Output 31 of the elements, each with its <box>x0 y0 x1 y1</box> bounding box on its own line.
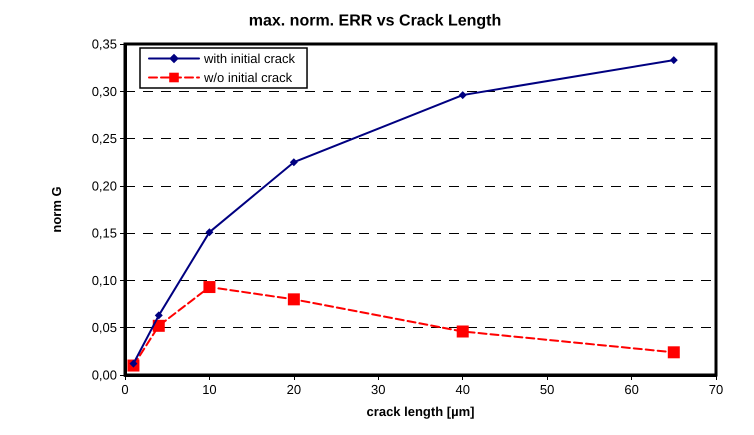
x-tick-label: 40 <box>455 382 470 397</box>
point <box>203 281 216 294</box>
y-tick-label: 0,15 <box>92 226 117 241</box>
x-tick-label: 50 <box>540 382 554 397</box>
y-tick-label: 0,25 <box>92 131 117 146</box>
y-tick-label: 0,10 <box>92 272 117 288</box>
legend-label: with initial crack <box>203 51 296 66</box>
x-tick-label: 10 <box>202 382 217 397</box>
point <box>668 346 680 358</box>
x-tick-label: 70 <box>708 382 724 397</box>
y-tick-label: 0,30 <box>92 84 117 99</box>
y-tick-label: 0,00 <box>92 368 117 382</box>
y-axis-title: norm G <box>49 186 64 233</box>
x-tick-label: 30 <box>371 382 386 397</box>
point <box>152 320 165 332</box>
y-tick-label: 0,20 <box>92 178 117 194</box>
point <box>458 91 467 100</box>
x-tick-label: 0 <box>121 382 129 397</box>
x-tick-label: 20 <box>286 382 302 397</box>
point <box>456 325 469 338</box>
y-tick-label: 0,05 <box>92 320 117 336</box>
point <box>288 293 300 306</box>
chart-title: max. norm. ERR vs Crack Length <box>248 12 502 30</box>
point <box>670 56 678 64</box>
x-axis-title: crack length [µm] <box>366 404 474 419</box>
legend-label: w/o initial crack <box>203 70 293 85</box>
point <box>154 311 163 320</box>
x-tick-label: 60 <box>624 382 639 397</box>
point <box>205 228 214 236</box>
y-tick-label: 0,35 <box>92 36 117 52</box>
point <box>290 158 298 166</box>
